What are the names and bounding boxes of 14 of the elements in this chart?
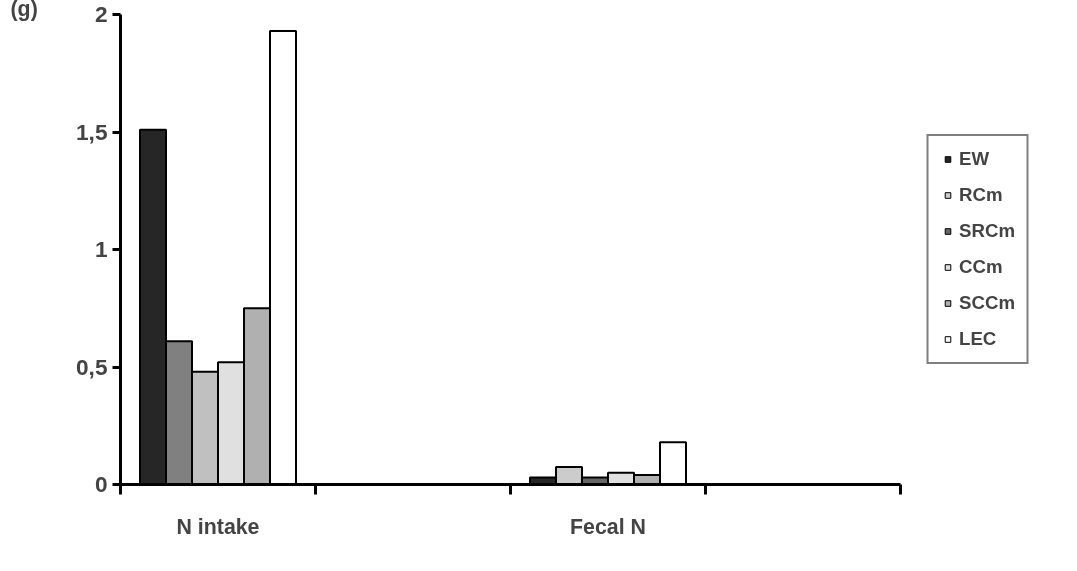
y-tick-label: 1 <box>94 236 108 262</box>
legend-label: RCm <box>959 184 1003 206</box>
legend-label: SRCm <box>959 220 1015 242</box>
y-tick-label: 0,5 <box>76 353 108 380</box>
legend-label: LEC <box>959 328 997 350</box>
y-tick-label: 0 <box>94 471 108 497</box>
y-tick-label: 2 <box>94 1 108 27</box>
legend-label: EW <box>959 148 990 170</box>
y-tick-label: 1,5 <box>76 118 108 145</box>
legend-label: CCm <box>959 256 1003 278</box>
x-tick-label: Fecal N <box>570 514 646 539</box>
y-axis-title: (g) <box>10 0 38 21</box>
x-tick-label: N intake <box>176 514 260 539</box>
legend-label: SCCm <box>959 292 1015 314</box>
